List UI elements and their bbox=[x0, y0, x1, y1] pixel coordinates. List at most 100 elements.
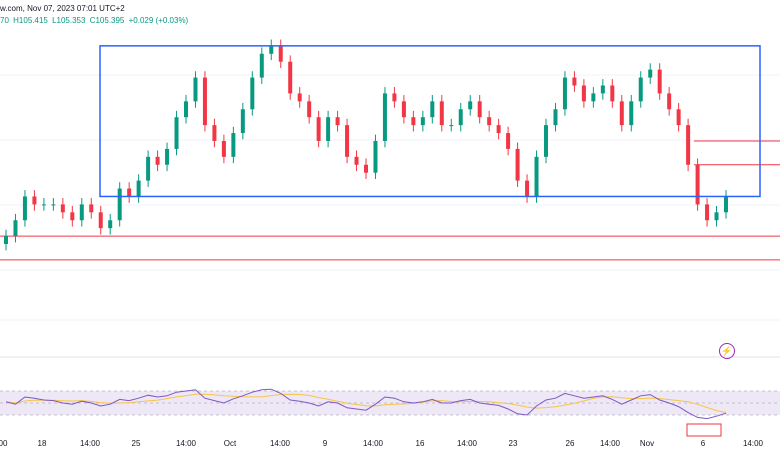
candle-body bbox=[439, 101, 444, 126]
x-tick-label: 14:00 bbox=[743, 439, 764, 448]
candle-body bbox=[212, 125, 217, 141]
candle-body bbox=[562, 77, 567, 110]
candle-body bbox=[515, 148, 520, 181]
candle-body bbox=[534, 156, 539, 197]
candle-body bbox=[695, 164, 700, 205]
candle-body bbox=[89, 204, 94, 213]
x-tick-label: 16 bbox=[416, 439, 425, 448]
candle-body bbox=[364, 164, 368, 173]
candle-body bbox=[316, 117, 321, 141]
candle-body bbox=[174, 117, 179, 149]
candle-body bbox=[41, 204, 46, 206]
candle-body bbox=[525, 180, 530, 197]
candle-body bbox=[278, 45, 283, 62]
candle-body bbox=[117, 188, 122, 221]
candle-body bbox=[657, 69, 662, 94]
candles bbox=[4, 39, 728, 251]
x-axis: 00 18 14:00 25 14:00 Oct 14:00 9 14:00 16 14:00 23 2… bbox=[0, 439, 764, 448]
x-tick-label: 18 bbox=[38, 439, 47, 448]
candle-body bbox=[184, 101, 188, 118]
candle-body bbox=[638, 77, 643, 102]
candle-body bbox=[13, 220, 18, 237]
x-tick-label: 14:00 bbox=[80, 439, 101, 448]
candle-body bbox=[297, 93, 302, 102]
x-tick-label: 14:00 bbox=[363, 439, 384, 448]
candle-body bbox=[155, 156, 160, 165]
candle-body bbox=[619, 101, 624, 126]
rsi-highlight-box bbox=[686, 423, 722, 437]
candle-body bbox=[629, 101, 634, 126]
x-tick-label: 14:00 bbox=[176, 439, 197, 448]
candle-body bbox=[667, 93, 672, 110]
candle-body bbox=[648, 69, 653, 78]
candle-body bbox=[373, 140, 378, 173]
candle-body bbox=[193, 77, 198, 102]
candle-body bbox=[686, 125, 691, 165]
candle-body bbox=[468, 101, 473, 110]
rsi-line bbox=[5, 388, 727, 420]
candle-body bbox=[600, 85, 605, 94]
marker-box bbox=[686, 423, 722, 437]
x-tick-label: 14:00 bbox=[457, 439, 478, 448]
candle-body bbox=[449, 125, 454, 127]
candle-body bbox=[477, 101, 482, 118]
candle-body bbox=[487, 117, 492, 126]
candle-body bbox=[98, 212, 103, 229]
x-tick-label: 6 bbox=[701, 439, 706, 448]
candle-body bbox=[259, 53, 264, 78]
price-levels bbox=[0, 140, 780, 261]
candle-body bbox=[136, 180, 141, 197]
candle-body bbox=[250, 77, 255, 110]
ohlc-change: +0.029 (+0.03%) bbox=[128, 16, 189, 25]
candle-body bbox=[335, 117, 340, 126]
candle-body bbox=[51, 204, 56, 206]
range-box bbox=[99, 45, 761, 198]
candle-body bbox=[127, 188, 132, 197]
candle-body bbox=[22, 196, 27, 221]
candle-body bbox=[345, 125, 350, 157]
candle-body bbox=[544, 125, 548, 157]
candle-body bbox=[591, 93, 596, 102]
candle-body bbox=[108, 220, 113, 229]
candle-body bbox=[269, 45, 274, 54]
x-tick-label: 26 bbox=[566, 439, 575, 448]
candle-body bbox=[392, 93, 397, 102]
rsi-pane bbox=[0, 388, 780, 420]
range-rectangle bbox=[99, 45, 761, 198]
x-tick-label: Nov bbox=[640, 439, 654, 448]
candle-body bbox=[382, 93, 387, 141]
x-tick-label: 14:00 bbox=[270, 439, 291, 448]
candle-body bbox=[496, 125, 501, 134]
candle-body bbox=[231, 133, 236, 157]
candle-body bbox=[79, 204, 84, 221]
candle-body bbox=[221, 140, 226, 157]
candle-body bbox=[240, 109, 245, 134]
candle-body bbox=[165, 148, 170, 165]
candle-body bbox=[714, 212, 719, 221]
candle-body bbox=[572, 77, 577, 86]
lightning-icon[interactable]: ⚡ bbox=[719, 343, 735, 359]
candle-body bbox=[705, 204, 710, 221]
candle-body bbox=[146, 156, 151, 181]
ohlc-high: H105.415 bbox=[13, 16, 48, 25]
candle-body bbox=[411, 117, 416, 126]
x-tick-label: 14:00 bbox=[600, 439, 621, 448]
candle-body bbox=[60, 204, 65, 213]
candle-body bbox=[724, 196, 728, 213]
candle-body bbox=[307, 101, 312, 118]
ohlc-low: L105.353 bbox=[52, 16, 86, 25]
candle-body bbox=[326, 117, 331, 141]
candle-body bbox=[430, 101, 435, 118]
x-tick-label: 25 bbox=[132, 439, 141, 448]
ohlc-line: 70 H105.415 L105.353 C105.395 +0.029 (+0… bbox=[0, 16, 190, 25]
candle-body bbox=[458, 109, 463, 126]
candle-body bbox=[202, 77, 207, 126]
candle-body bbox=[70, 212, 75, 221]
candle-body bbox=[610, 85, 615, 102]
x-tick-label: 00 bbox=[0, 439, 8, 448]
candle-body bbox=[4, 236, 8, 245]
ohlc-prefix: 70 bbox=[0, 16, 9, 25]
x-tick-label: 9 bbox=[323, 439, 328, 448]
candle-body bbox=[676, 109, 681, 126]
